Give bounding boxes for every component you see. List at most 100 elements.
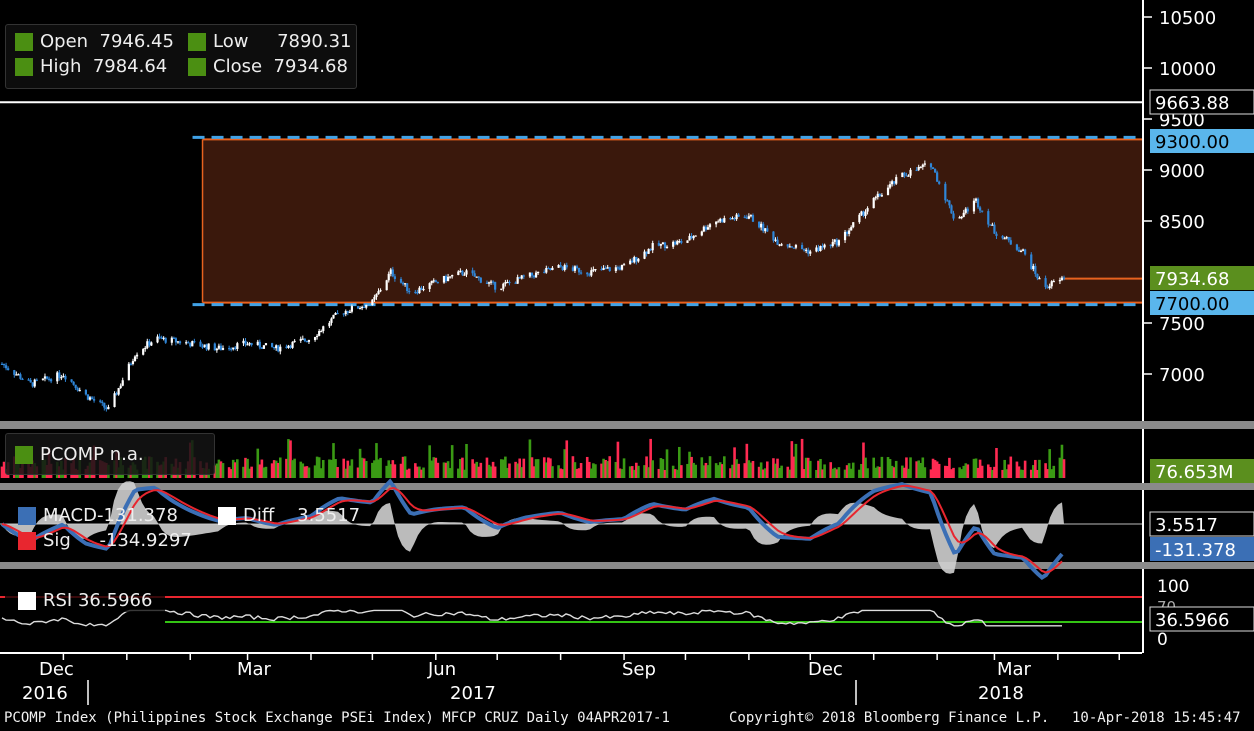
candle-body (285, 346, 288, 348)
volume-bar (628, 466, 632, 478)
volume-bar (270, 463, 274, 478)
volume-bar (407, 468, 411, 478)
volume-bar (418, 466, 421, 478)
candle-body (790, 246, 793, 248)
volume-bar (821, 469, 824, 478)
candle-body (246, 344, 249, 346)
volume-bar (491, 461, 495, 478)
candle-body (334, 312, 337, 315)
tag-macd-diff-bg (1149, 511, 1254, 537)
candle-body (105, 407, 108, 410)
legend-high: High 7984.64 (15, 56, 167, 77)
candle-body (146, 341, 149, 348)
volume-bar (487, 464, 491, 478)
volume-bar (890, 465, 894, 478)
candle-body (393, 276, 396, 279)
candle-body (346, 311, 349, 313)
candle-body (350, 306, 354, 312)
candle-body (514, 282, 517, 284)
candle-body (299, 338, 302, 341)
volume-bar (344, 468, 348, 478)
candle-body (399, 278, 403, 283)
volume-bar (442, 462, 446, 478)
volume-bar (661, 459, 665, 478)
candle-body (78, 389, 81, 392)
volume-bar (575, 468, 579, 478)
candle-body (442, 275, 446, 283)
volume-bar (1050, 469, 1054, 478)
volume-bar (293, 458, 296, 478)
candle-body (473, 273, 476, 277)
volume-bar (448, 468, 452, 478)
volume-bar (794, 443, 798, 478)
volume-bar (972, 458, 976, 478)
volume-bar (1015, 461, 1019, 478)
volume-bar (461, 457, 464, 478)
volume-bar (659, 458, 663, 478)
candle-body (917, 166, 920, 170)
volume-bar (432, 457, 436, 478)
legend-high-swatch (15, 57, 33, 76)
candle-body (888, 184, 892, 188)
volume-bar (317, 457, 321, 478)
candle-body (379, 290, 382, 292)
candle-body (579, 272, 583, 274)
candle-body (422, 288, 425, 291)
candle-body (271, 343, 274, 347)
macd-legend-diff: Diff 3.5517 (218, 505, 360, 526)
tag-last-price-bg (1150, 266, 1254, 290)
candle-body (215, 348, 218, 351)
rsi-legend: RSI 36.5966 (5, 588, 165, 612)
candle-body (792, 247, 795, 249)
tag-upper-band-bg (1150, 129, 1254, 153)
candle-body (931, 167, 935, 170)
month-label-sep-2017: Sep (622, 659, 656, 680)
volume-bar (600, 463, 603, 478)
rsi-tick-100: 100 (1157, 577, 1189, 597)
candle-body (762, 223, 765, 232)
tag-rsi-text: 36.5966 (1155, 610, 1229, 631)
volume-bar (305, 466, 309, 478)
candle-body (674, 241, 677, 245)
candle-body (101, 401, 104, 403)
volume-bar (735, 459, 738, 478)
candle-body (228, 348, 231, 350)
volume-bar (444, 462, 448, 478)
legend-low: Low 7890.31 (188, 31, 352, 52)
volume-bar (675, 469, 679, 478)
candle-body (451, 275, 454, 277)
candle-body (981, 210, 984, 212)
macd-line (0, 478, 1064, 580)
candle-body (588, 274, 591, 276)
candle-body (895, 177, 898, 184)
volume-bar (401, 456, 405, 478)
candle-body (950, 205, 953, 214)
candle-body (244, 340, 247, 345)
candle-body (60, 377, 63, 379)
candle-body (29, 380, 32, 383)
candle-body (1036, 274, 1039, 279)
candle-body (1058, 280, 1062, 282)
candle-body (719, 218, 722, 222)
volume-bar (958, 467, 961, 478)
candle-body (56, 372, 59, 382)
candle-body (203, 344, 206, 348)
candle-body (174, 338, 178, 343)
volume-legend: PCOMP n.a. (5, 433, 215, 475)
volume-bar (246, 458, 249, 478)
candle-body (665, 246, 669, 248)
volume-bar (665, 449, 669, 478)
candle-body (15, 374, 18, 376)
tag-high-level-bg (1149, 89, 1254, 115)
candle-body (176, 341, 180, 343)
candle-body (313, 337, 317, 341)
volume-bar (504, 456, 507, 478)
candle-body (614, 267, 617, 271)
candle-body (960, 216, 963, 219)
volume-bar (657, 468, 661, 478)
candle-body (487, 282, 491, 284)
candle-body (747, 216, 750, 219)
volume-bar (772, 458, 775, 478)
candle-body (680, 241, 683, 243)
year-label-2018: 2018 (978, 683, 1024, 704)
